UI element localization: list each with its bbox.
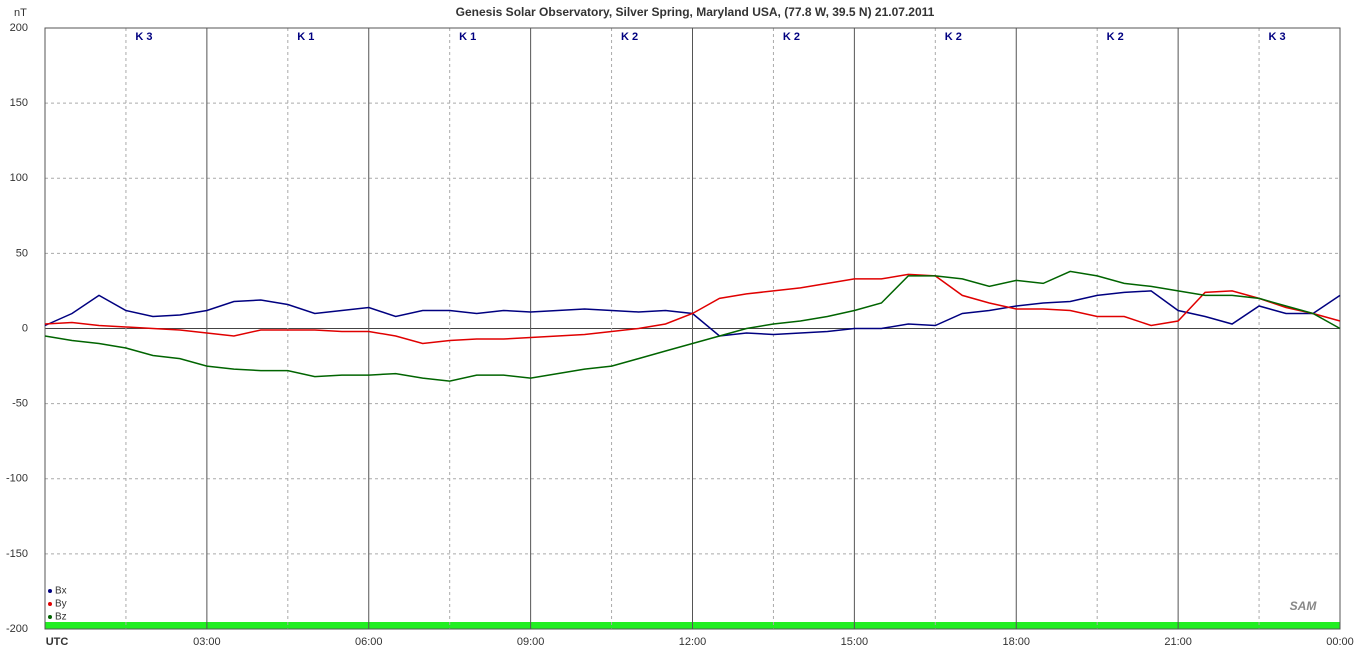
legend-label: Bx [55, 586, 67, 597]
legend-marker [48, 589, 52, 593]
y-tick-label: 100 [10, 172, 28, 184]
y-tick-label: -150 [6, 548, 28, 560]
legend-marker [48, 602, 52, 606]
k-index-label: K 1 [459, 31, 476, 43]
k-index-label: K 3 [1269, 31, 1286, 43]
y-tick-label: 0 [22, 322, 28, 334]
k-index-label: K 1 [297, 31, 314, 43]
legend-marker [48, 615, 52, 619]
series-line [44, 273, 1341, 345]
logo: SAM [1290, 599, 1318, 613]
x-tick-label: UTC [46, 636, 69, 648]
x-tick-label: 15:00 [841, 636, 869, 648]
x-tick-label: 03:00 [193, 636, 221, 648]
k-index-label: K 2 [783, 31, 800, 43]
k-index-label: K 3 [135, 31, 152, 43]
y-tick-label: -100 [6, 473, 28, 485]
k-index-label: K 2 [1107, 31, 1124, 43]
legend-label: By [55, 599, 67, 610]
x-tick-label: 09:00 [517, 636, 545, 648]
x-tick-label: 18:00 [1002, 636, 1030, 648]
x-tick-label: 00:00 [1326, 636, 1354, 648]
y-tick-label: 150 [10, 97, 28, 109]
y-tick-label: -50 [12, 398, 28, 410]
x-tick-label: 21:00 [1164, 636, 1192, 648]
x-tick-label: 06:00 [355, 636, 383, 648]
chart-title: Genesis Solar Observatory, Silver Spring… [456, 5, 935, 19]
y-tick-label: 200 [10, 22, 28, 34]
legend-label: Bz [55, 612, 67, 623]
x-tick-label: 12:00 [679, 636, 707, 648]
series-line [44, 270, 1341, 382]
k-index-label: K 2 [945, 31, 962, 43]
y-tick-label: 50 [16, 247, 28, 259]
y-axis-label: nT [14, 7, 27, 19]
y-tick-label: -200 [6, 623, 28, 635]
k-index-label: K 2 [621, 31, 638, 43]
